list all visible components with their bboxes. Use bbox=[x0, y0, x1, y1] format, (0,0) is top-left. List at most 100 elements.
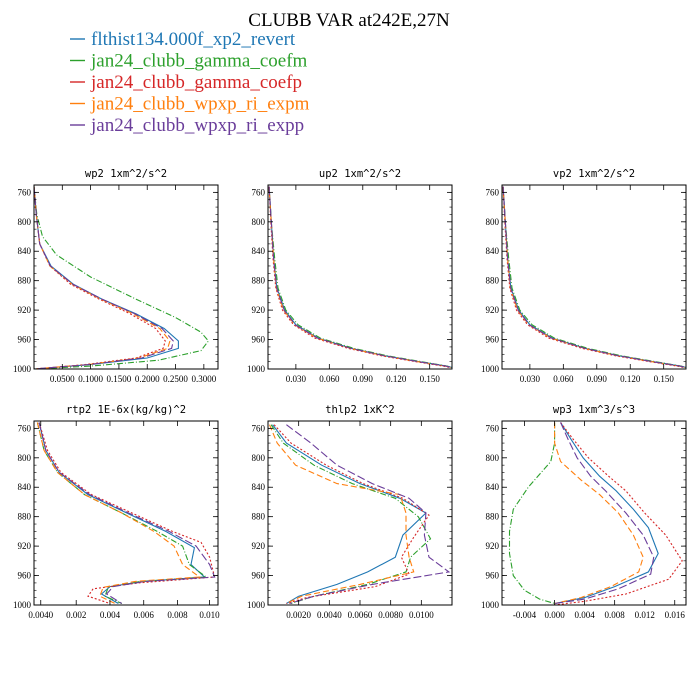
series-line bbox=[272, 424, 427, 604]
y-tick-label: 880 bbox=[18, 512, 32, 522]
legend-entry: jan24_clubb_gamma_coefp bbox=[70, 72, 302, 93]
series-group bbox=[36, 422, 216, 605]
chart-panels: wp2 1xm^2/s^2 760 800 840 880 920 960 1000 0.050… bbox=[13, 168, 687, 620]
y-tick-label: 1000 bbox=[247, 600, 266, 610]
chart-panel: wp3 1xm^3/s^3 760 800 840 880 920 960 1000 -0.00… bbox=[481, 404, 687, 620]
x-tick-label: 0.0020 bbox=[286, 610, 311, 620]
x-tick-label: 0.150 bbox=[420, 374, 441, 384]
series-line bbox=[270, 424, 432, 605]
x-tick-label: 0.008 bbox=[167, 610, 188, 620]
y-tick-label: 960 bbox=[486, 335, 500, 345]
legend: flthist134.000f_xp2_revert jan24_clubb_ga… bbox=[70, 29, 310, 136]
x-tick-label: 0.006 bbox=[134, 610, 155, 620]
y-tick-label: 840 bbox=[252, 246, 266, 256]
y-tick-label: 960 bbox=[18, 335, 32, 345]
y-tick-label: 880 bbox=[486, 512, 500, 522]
x-tick-label: 0.0040 bbox=[28, 610, 53, 620]
series-group bbox=[268, 424, 451, 605]
series-line bbox=[502, 186, 686, 369]
x-tick-label: 0.120 bbox=[620, 374, 641, 384]
y-tick-label: 880 bbox=[486, 276, 500, 286]
x-tick-label: 0.0500 bbox=[50, 374, 75, 384]
series-line bbox=[502, 186, 686, 369]
y-tick-label: 960 bbox=[252, 335, 266, 345]
chart-panel: rtp2 1E-6x(kg/kg)^2 760 800 840 880 920 960 100… bbox=[13, 404, 220, 620]
series-line bbox=[268, 186, 452, 369]
series-line bbox=[34, 186, 166, 369]
y-tick-label: 760 bbox=[18, 187, 32, 197]
series-line bbox=[38, 422, 216, 604]
panel-title: wp3 1xm^3/s^3 bbox=[553, 404, 635, 416]
y-tick-label: 1000 bbox=[13, 600, 32, 610]
y-tick-label: 800 bbox=[252, 453, 266, 463]
y-tick-label: 800 bbox=[486, 453, 500, 463]
series-line bbox=[268, 186, 452, 369]
x-tick-label: 0.090 bbox=[587, 374, 608, 384]
series-line bbox=[502, 186, 686, 369]
series-line bbox=[36, 422, 201, 604]
legend-label: jan24_clubb_wpxp_ri_expp bbox=[90, 115, 304, 136]
series-line bbox=[554, 422, 659, 605]
legend-entry: jan24_clubb_wpxp_ri_expp bbox=[70, 115, 304, 136]
y-tick-label: 920 bbox=[18, 541, 32, 551]
y-tick-label: 760 bbox=[252, 187, 266, 197]
legend-label: jan24_clubb_gamma_coefp bbox=[90, 72, 302, 93]
x-tick-label: 0.120 bbox=[386, 374, 407, 384]
panel-title: wp2 1xm^2/s^2 bbox=[85, 168, 167, 180]
x-tick-label: 0.3000 bbox=[191, 374, 216, 384]
y-tick-label: 840 bbox=[18, 246, 32, 256]
y-tick-label: 1000 bbox=[247, 364, 266, 374]
y-tick-label: 880 bbox=[18, 276, 32, 286]
x-tick-label: 0.1000 bbox=[78, 374, 103, 384]
y-tick-label: 960 bbox=[18, 571, 32, 581]
x-tick-label: 0.0040 bbox=[317, 610, 342, 620]
plot-frame bbox=[33, 184, 219, 370]
plot-frame bbox=[501, 420, 687, 606]
y-tick-label: 1000 bbox=[481, 364, 500, 374]
series-line bbox=[34, 186, 171, 369]
chart-panel: vp2 1xm^2/s^2 760 800 840 880 920 960 1000 0.030… bbox=[481, 168, 687, 384]
y-tick-label: 840 bbox=[486, 482, 500, 492]
y-tick-label: 920 bbox=[252, 541, 266, 551]
series-line bbox=[36, 422, 208, 605]
y-tick-label: 800 bbox=[18, 453, 32, 463]
plot-frame bbox=[33, 420, 219, 606]
x-tick-label: 0.150 bbox=[654, 374, 675, 384]
series-line bbox=[286, 424, 451, 605]
y-tick-label: 880 bbox=[252, 276, 266, 286]
legend-entry: jan24_clubb_wpxp_ri_expm bbox=[70, 94, 310, 115]
series-line bbox=[38, 422, 216, 605]
x-tick-label: 0.2500 bbox=[163, 374, 188, 384]
series-group bbox=[34, 186, 210, 369]
x-tick-label: 0.012 bbox=[635, 610, 655, 620]
chart-panel: thlp2 1xK^2 760 800 840 880 920 960 1000 0.0020 0… bbox=[247, 404, 453, 620]
series-line bbox=[554, 422, 683, 605]
legend-entry: flthist134.000f_xp2_revert bbox=[70, 29, 296, 50]
plot-frame bbox=[501, 184, 687, 370]
x-tick-label: 0.004 bbox=[574, 610, 595, 620]
series-line bbox=[502, 186, 684, 369]
panel-title: vp2 1xm^2/s^2 bbox=[553, 168, 635, 180]
y-tick-label: 800 bbox=[252, 217, 266, 227]
x-tick-label: 0.1500 bbox=[107, 374, 132, 384]
y-tick-label: 840 bbox=[252, 482, 266, 492]
y-tick-label: 840 bbox=[18, 482, 32, 492]
series-group bbox=[502, 186, 686, 369]
y-tick-label: 760 bbox=[486, 187, 500, 197]
y-tick-label: 800 bbox=[18, 217, 32, 227]
series-line bbox=[554, 422, 655, 605]
x-tick-label: 0.008 bbox=[605, 610, 626, 620]
panel-title: thlp2 1xK^2 bbox=[325, 404, 395, 416]
y-tick-label: 920 bbox=[252, 305, 266, 315]
series-line bbox=[268, 186, 452, 369]
y-tick-label: 920 bbox=[486, 305, 500, 315]
legend-label: flthist134.000f_xp2_revert bbox=[91, 29, 296, 50]
y-tick-label: 920 bbox=[18, 305, 32, 315]
x-tick-label: 0.0060 bbox=[348, 610, 373, 620]
y-tick-label: 1000 bbox=[481, 600, 500, 610]
plot-frame bbox=[267, 184, 453, 370]
figure-title: CLUBB VAR at242E,27N bbox=[248, 10, 450, 31]
x-tick-label: 0.002 bbox=[66, 610, 86, 620]
series-group bbox=[268, 186, 452, 369]
